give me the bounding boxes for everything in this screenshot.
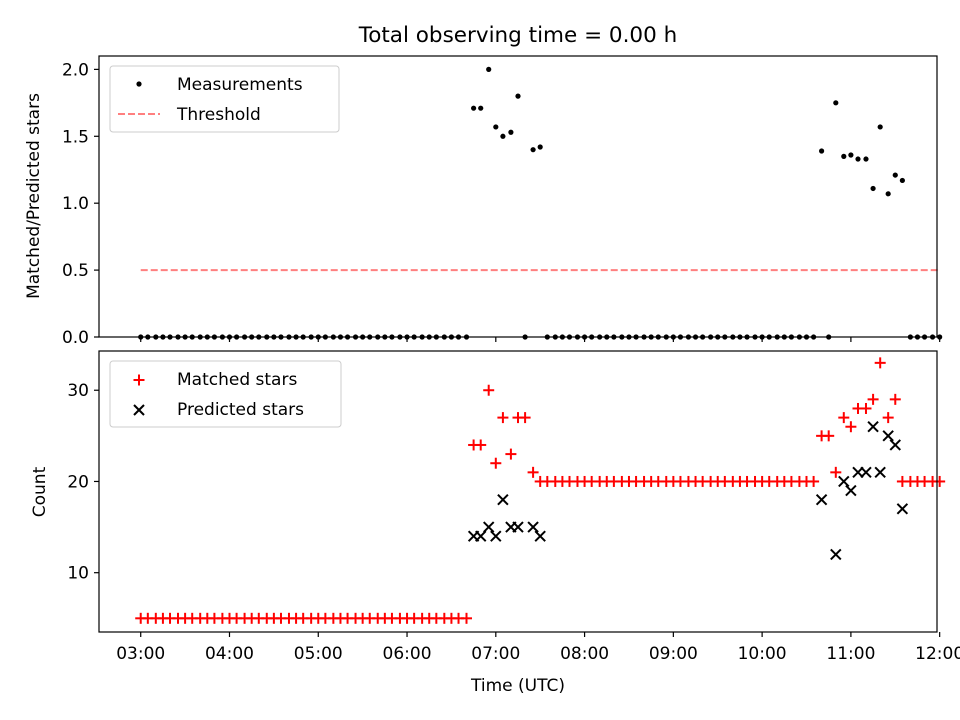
predicted-star-point: [860, 466, 872, 479]
measurement-point: [478, 105, 484, 111]
bottom-xtick-label: 08:00: [560, 644, 609, 664]
bottom-xtick-label: 06:00: [383, 644, 432, 664]
measurement-point: [537, 144, 543, 150]
matched-star-point: [490, 457, 502, 469]
matched-star-point: [519, 412, 531, 424]
measurement-point: [885, 191, 891, 197]
legend-matched-marker: [133, 374, 145, 386]
measurement-point: [471, 105, 477, 111]
top-legend-box: [109, 65, 340, 133]
matched-star-point: [838, 412, 850, 424]
bottom-ylabel: Count: [30, 466, 50, 517]
matched-star-point: [461, 612, 473, 624]
measurement-point: [848, 152, 854, 158]
bottom-xtick-label: 05:00: [294, 644, 343, 664]
predicted-star-point: [475, 530, 487, 542]
legend-measurements-marker: [136, 81, 142, 87]
bottom-xtick-label: 10:00: [738, 644, 787, 664]
bottom-xtick-label: 12:00: [915, 644, 960, 664]
predicted-star-point: [830, 548, 842, 561]
matched-star-point: [823, 430, 835, 442]
matched-star-point: [889, 393, 901, 405]
measurement-point: [870, 185, 876, 192]
bottom-ticks-layer: 10 20 30 03:00 04:00 05:00 06:00 07:00 08:00 09:0…: [67, 381, 960, 664]
matched-star-point: [882, 412, 894, 424]
predicted-star-point: [482, 521, 495, 533]
bottom-ytick-label: 30: [67, 381, 89, 401]
legend-predicted-marker: [133, 404, 145, 416]
top-panel: 0.00.51.01.52.0 Matched/Predicted stars …: [24, 55, 943, 348]
measurement-point: [863, 156, 869, 162]
measurement-point: [855, 156, 861, 162]
legend-matched-label: Matched stars: [177, 370, 297, 390]
predicted-star-point: [815, 494, 828, 506]
measurement-point: [500, 133, 506, 139]
matched-star-point: [475, 439, 487, 451]
predicted-star-point: [889, 439, 901, 451]
predicted-star-point: [845, 484, 857, 497]
predicted-star-point: [896, 503, 909, 515]
legend-threshold-label: Threshold: [176, 105, 261, 125]
predicted-star-point: [497, 494, 509, 506]
measurement-point: [493, 124, 499, 130]
bottom-predicted-layer: [467, 421, 909, 561]
top-ytick-label: 2.0: [62, 60, 89, 80]
matched-star-point: [874, 357, 886, 369]
bottom-xtick-label: 09:00: [649, 644, 698, 664]
bottom-legend-box: [109, 360, 342, 428]
measurement-point: [833, 100, 839, 106]
measurement-point: [486, 66, 492, 72]
top-ylabel: Matched/Predicted stars: [24, 93, 44, 299]
predicted-star-point: [867, 421, 879, 433]
matched-star-point: [808, 475, 820, 487]
matched-star-point: [505, 448, 517, 460]
matched-star-point: [527, 466, 539, 478]
legend-predicted-label: Predicted stars: [177, 400, 304, 420]
bottom-panel: 10 20 30 03:00 04:00 05:00 06:00 07:00 08:00 09:0…: [30, 350, 960, 696]
predicted-star-point: [838, 475, 850, 488]
bottom-axes-frame: [98, 350, 938, 633]
legend-measurements-label: Measurements: [177, 75, 303, 95]
bottom-xtick-label: 04:00: [205, 644, 254, 664]
top-ytick-label: 0.5: [62, 261, 89, 281]
measurement-point: [841, 153, 847, 159]
predicted-star-point: [527, 521, 539, 533]
bottom-xtick-label: 07:00: [471, 644, 520, 664]
bottom-xtick-label: 03:00: [116, 644, 165, 664]
bottom-xtick-label: 11:00: [826, 644, 875, 664]
matched-star-point: [934, 475, 946, 487]
bottom-matched-layer: [135, 357, 946, 624]
top-ytick-label: 0.0: [62, 328, 89, 348]
matched-star-point: [867, 393, 879, 405]
top-ytick-label: 1.0: [62, 194, 89, 214]
measurement-point: [877, 124, 883, 130]
predicted-star-point: [490, 530, 502, 542]
predicted-star-point: [882, 430, 894, 442]
matched-star-point: [845, 421, 857, 433]
bottom-legend: Matched stars Predicted stars: [109, 360, 342, 428]
matched-star-point: [483, 384, 495, 396]
top-ticks-layer: 0.0 0.5 1.0 1.5 2.0: [62, 60, 941, 348]
bottom-ytick-label: 20: [67, 472, 89, 492]
matched-star-point: [497, 412, 509, 424]
matched-star-point: [860, 402, 872, 414]
measurement-point: [515, 93, 521, 99]
chart-title: Total observing time = 0.00 h: [358, 23, 678, 48]
predicted-star-point: [534, 530, 546, 542]
top-legend: Measurements Threshold: [109, 65, 340, 133]
bottom-ytick-label: 10: [67, 564, 89, 584]
measurement-point: [508, 129, 514, 135]
measurement-point: [899, 177, 905, 184]
matched-star-point: [830, 466, 842, 478]
predicted-star-point: [874, 466, 886, 479]
measurement-point: [530, 147, 536, 153]
top-ytick-label: 1.5: [62, 127, 89, 147]
measurement-point: [818, 148, 825, 154]
top-axes-frame: [98, 55, 938, 338]
predicted-star-point: [512, 521, 524, 533]
x-axis-label: Time (UTC): [470, 676, 565, 696]
measurement-point: [892, 172, 898, 178]
